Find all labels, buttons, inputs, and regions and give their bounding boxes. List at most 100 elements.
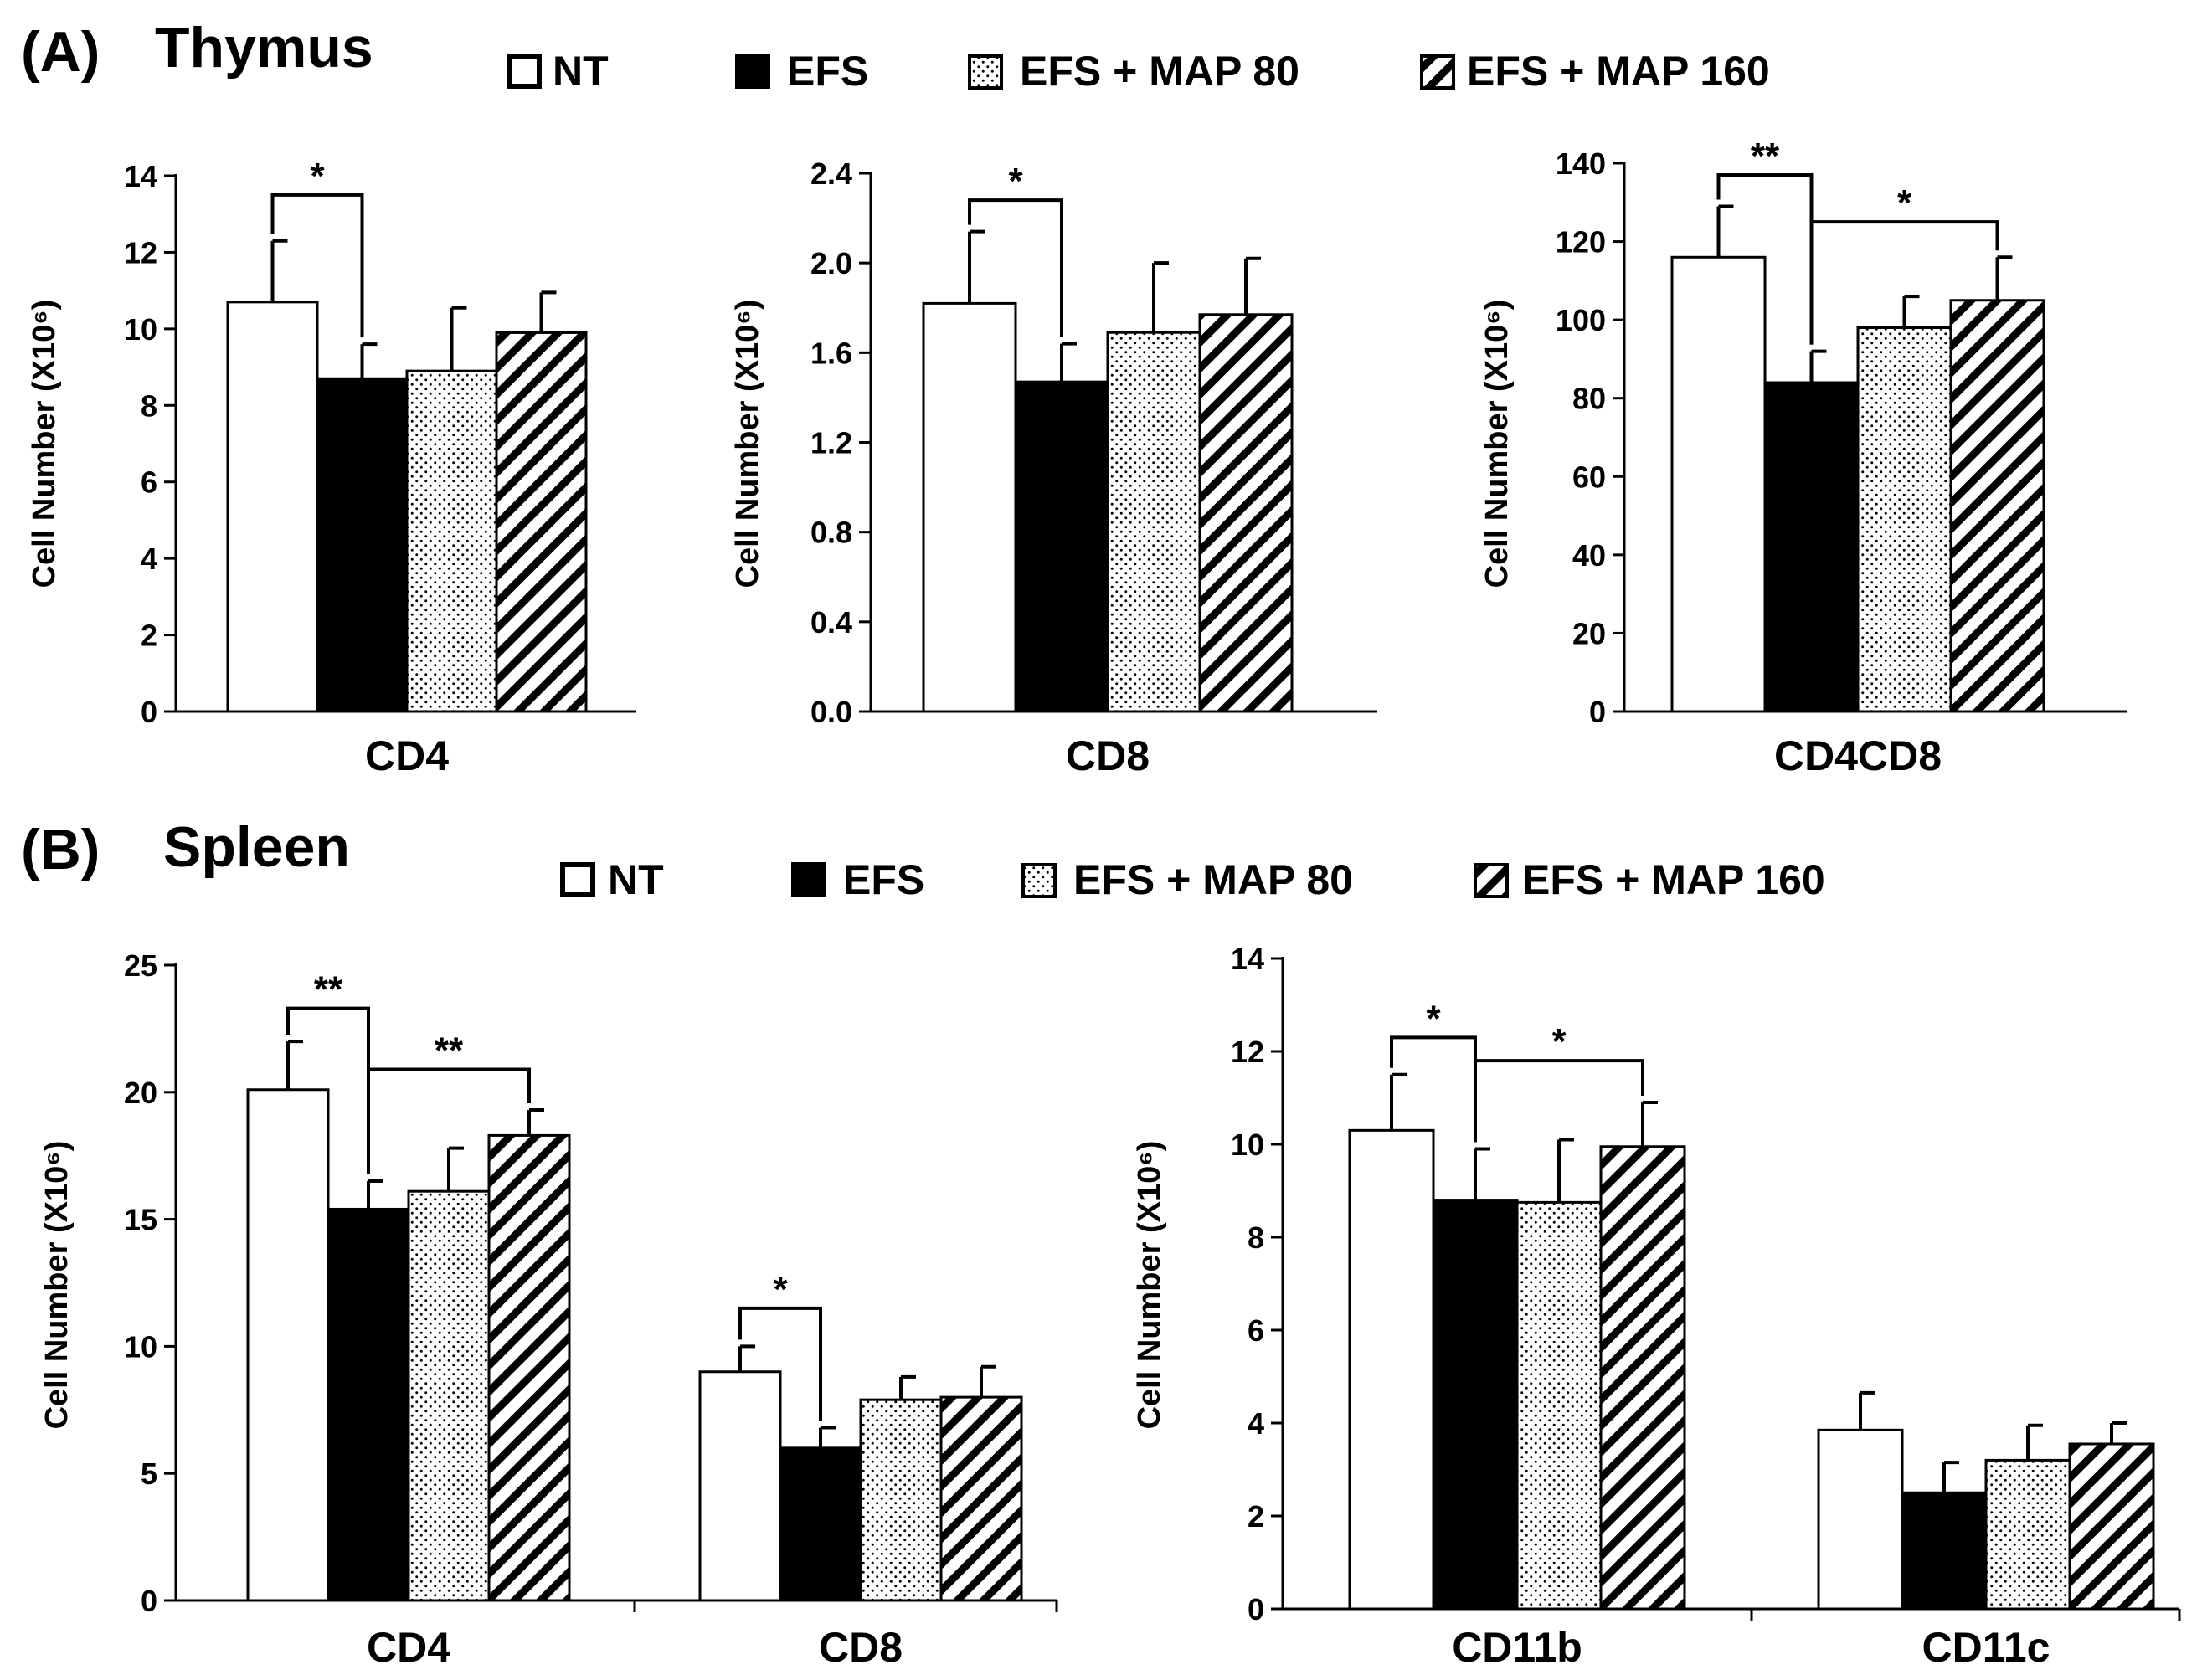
y-tick-label: 2.0 — [810, 246, 852, 280]
bar-nt-cd11c — [1817, 1428, 1904, 1611]
bar-nt-cd4 — [226, 301, 319, 713]
y-tick-label: 8 — [141, 388, 157, 423]
legend-b-label-efs: EFS — [843, 856, 924, 903]
bar-nt-cd4cd8 — [1670, 255, 1767, 713]
y-tick-label: 100 — [1556, 303, 1606, 337]
y-tick-label: 12 — [124, 235, 157, 270]
bar-efs-cd8 — [1014, 380, 1109, 713]
y-tick-label: 5 — [141, 1457, 157, 1491]
y-tick-label: 10 — [124, 312, 157, 347]
panel-a-label: (A) — [21, 20, 100, 84]
bar-map80-cd4 — [405, 369, 498, 713]
y-tick-label: 60 — [1572, 460, 1606, 494]
bar-map160-cd11c — [2068, 1442, 2155, 1611]
legend-b-item-map160: EFS + MAP 160 — [1474, 856, 1825, 903]
y-tick-label: 0.4 — [810, 605, 852, 640]
y-tick-label: 10 — [124, 1329, 157, 1364]
legend-a-item-efs: EFS — [735, 48, 868, 95]
y-axis-title: Cell Number (X10⁶) — [27, 300, 62, 588]
y-tick-label: 2 — [141, 619, 157, 653]
y-tick-label: 0 — [141, 695, 157, 729]
y-tick-label: 40 — [1572, 538, 1606, 573]
y-tick-label: 8 — [1248, 1220, 1264, 1255]
y-tick-label: 140 — [1556, 146, 1606, 181]
legend-a-item-nt: NT — [507, 48, 609, 95]
y-axis-title: Cell Number (X10⁶) — [730, 300, 765, 588]
legend-b-item-efs: EFS — [791, 856, 924, 903]
y-tick-label: 2.4 — [810, 157, 852, 191]
category-label-cd4cd8: CD4CD8 — [1774, 732, 1942, 779]
y-tick-label: 14 — [124, 159, 157, 193]
legend-b-label-nt: NT — [608, 856, 664, 903]
bar-efs-cd4 — [316, 377, 409, 713]
significance-bracket — [1809, 220, 1999, 345]
bar-map160-cd11b — [1599, 1145, 1686, 1611]
bar-nt-cd4 — [246, 1088, 330, 1602]
panel-a-title: Thymus — [155, 16, 373, 80]
bar-map80-cd4 — [407, 1189, 491, 1602]
category-label-cd4: CD4 — [367, 1624, 450, 1671]
bar-map160-cd4cd8 — [1949, 299, 2045, 713]
chart-thymus-cd4: * 0 2 4 6 8 10 12 14 CD4 Cell Number (X10⁶) — [27, 156, 636, 779]
bar-map80-cd8 — [859, 1398, 943, 1602]
y-tick-label: 2 — [1248, 1499, 1264, 1534]
bar-efs-cd4cd8 — [1763, 381, 1860, 713]
panel-b-title: Spleen — [163, 815, 350, 879]
y-tick-label: 25 — [124, 948, 157, 983]
bar-map80-cd11b — [1515, 1200, 1603, 1611]
bar-efs-cd8 — [779, 1446, 862, 1602]
y-tick-label: 0 — [141, 1584, 157, 1618]
y-tick-label: 20 — [124, 1076, 157, 1110]
legend-a-label-map160: EFS + MAP 160 — [1467, 48, 1770, 95]
category-label-cd8: CD8 — [1066, 732, 1150, 779]
y-tick-label: 1.2 — [810, 426, 852, 460]
significance-label: ** — [1751, 136, 1780, 177]
y-tick-label: 80 — [1572, 382, 1606, 416]
significance-bracket — [367, 1067, 531, 1175]
legend-b: NT EFS EFS + MAP 80 EFS + MAP 160 — [560, 856, 1825, 903]
y-tick-label: 0 — [1589, 695, 1606, 729]
bar-nt-cd8 — [922, 301, 1017, 713]
significance-label: * — [1897, 182, 1912, 223]
bar-map160-cd4 — [487, 1133, 571, 1602]
category-label-cd4: CD4 — [365, 732, 449, 779]
category-label-cd11b: CD11b — [1452, 1624, 1582, 1671]
y-tick-label: 20 — [1572, 616, 1606, 650]
legend-swatch-map160 — [1420, 54, 1455, 90]
bar-map80-cd11c — [1984, 1458, 2071, 1611]
panel-b-header: (B) Spleen — [21, 815, 350, 881]
legend-b-label-map160: EFS + MAP 160 — [1522, 856, 1825, 903]
significance-label: * — [773, 1269, 788, 1310]
legend-b-item-map80: EFS + MAP 80 — [1021, 856, 1353, 903]
y-tick-label: 0 — [1248, 1592, 1264, 1626]
legend-a-label-efs: EFS — [787, 48, 868, 95]
legend-a-item-map80: EFS + MAP 80 — [968, 48, 1299, 95]
y-tick-label: 6 — [141, 465, 157, 500]
chart-spleen-dc: * * 0 2 4 6 8 10 12 14 CD11b CD11c Cell Number (X10⁶… — [1132, 942, 2181, 1671]
y-tick-label: 15 — [124, 1203, 157, 1237]
y-tick-label: 0.8 — [810, 516, 852, 550]
legend-a: NT EFS EFS + MAP 80 EFS + MAP 160 — [507, 48, 1770, 95]
charts: * 0 2 4 6 8 10 12 14 CD4 Cell Number (X10⁶) * 0.0 0.4… — [27, 136, 2181, 1671]
legend-swatch-map80 — [968, 54, 1003, 90]
y-axis-title: Cell Number (X10⁶) — [1479, 300, 1515, 588]
y-tick-label: 1.6 — [810, 336, 852, 370]
significance-bracket — [1474, 1059, 1644, 1143]
significance-bracket — [968, 198, 1063, 337]
legend-a-label-nt: NT — [553, 48, 609, 95]
category-label-cd11c: CD11c — [1922, 1624, 2050, 1671]
category-label-cd8: CD8 — [819, 1624, 903, 1671]
legend-swatch-efs — [791, 862, 826, 897]
panel-a-header: (A) Thymus — [21, 16, 373, 84]
panel-b-label: (B) — [21, 818, 100, 881]
legend-swatch-nt — [560, 862, 595, 897]
y-tick-label: 10 — [1231, 1128, 1264, 1162]
legend-swatch-map80 — [1021, 863, 1057, 898]
y-tick-label: 120 — [1556, 225, 1606, 259]
significance-label: ** — [314, 969, 343, 1010]
bar-map80-cd4cd8 — [1856, 326, 1952, 713]
bar-map160-cd8 — [939, 1395, 1023, 1602]
